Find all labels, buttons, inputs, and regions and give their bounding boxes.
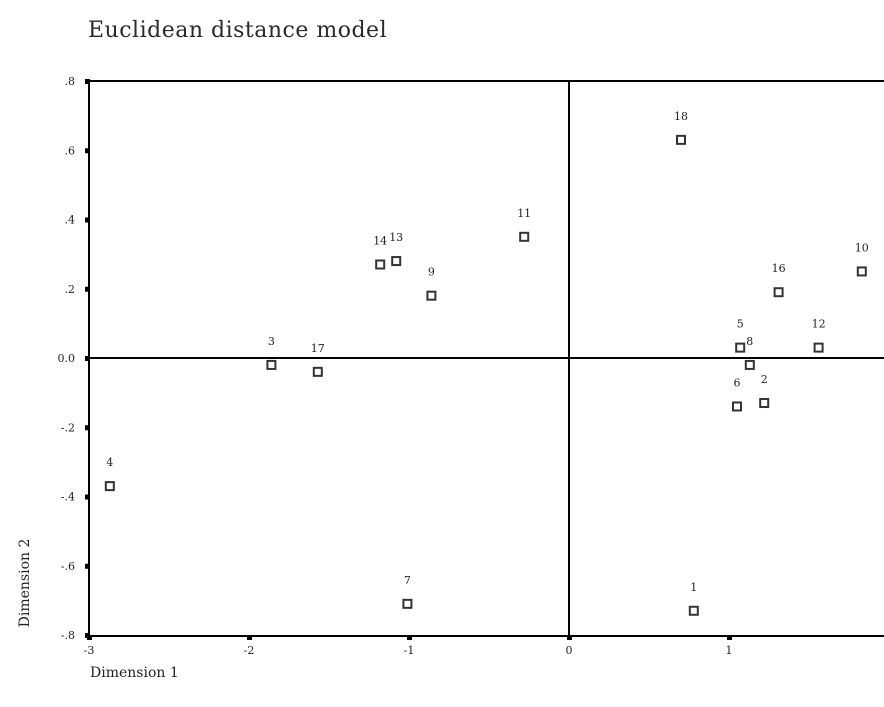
y-tick-label: -.4 [61,491,75,504]
x-axis-label: Dimension 1 [90,665,179,681]
data-point-marker [104,481,115,492]
data-point-label: 13 [389,231,403,244]
data-point-marker [744,359,755,370]
y-axis-label: Dimension 2 [17,538,33,628]
data-point-marker [266,359,277,370]
y-tick-label: .2 [65,283,76,296]
y-tick-mark [85,356,90,361]
data-point-marker [519,231,530,242]
data-point-label: 1 [690,581,697,594]
y-tick-mark [85,425,90,431]
data-point-label: 11 [517,207,531,220]
data-point-label: 4 [106,456,113,469]
data-point-marker [735,342,746,353]
chart-title: Euclidean distance model [88,18,388,43]
x-tick-mark [87,635,92,640]
y-tick-mark [85,494,90,500]
data-point-marker [375,259,386,270]
data-point-label: 17 [311,342,325,355]
data-point-label: 9 [428,266,435,279]
y-tick-label: -.8 [61,629,75,642]
x-tick-label: 0 [566,644,573,657]
data-point-marker [312,366,323,377]
data-point-marker [676,134,686,145]
data-point-marker [732,401,742,412]
data-point-label: 2 [761,373,768,386]
y-tick-mark [85,79,90,84]
data-point-marker [773,287,784,298]
data-point-marker [759,398,770,409]
data-point-label: 10 [855,241,869,254]
x-tick-label: -2 [244,644,255,657]
y-tick-mark [85,148,90,154]
y-tick-label: .6 [65,144,76,157]
data-point-label: 12 [812,318,826,331]
y-tick-mark [85,217,90,223]
data-point-label: 3 [268,335,275,348]
y-tick-label: -.2 [61,421,75,434]
y-tick-mark [85,563,90,569]
data-point-marker [856,266,867,277]
data-point-label: 14 [373,235,387,248]
data-point-marker [402,598,413,609]
data-point-marker [813,342,824,353]
data-point-label: 8 [746,335,753,348]
data-point-marker [688,605,699,616]
data-point-marker [426,290,437,301]
data-point-label: 6 [734,376,741,389]
data-point-label: 5 [737,318,744,331]
data-point-label: 18 [674,110,688,123]
x-tick-label: -3 [84,644,95,657]
y-tick-mark [85,286,90,292]
data-point-label: 7 [404,574,411,587]
y-tick-label: -.6 [61,560,75,573]
x-tick-mark [247,635,252,640]
x-tick-mark [407,635,412,640]
y-tick-label: 0.0 [58,352,76,365]
x-tick-mark [567,635,572,640]
x-tick-mark [727,635,732,640]
x-tick-label: -1 [404,644,415,657]
data-point-label: 16 [772,262,786,275]
x-tick-label: 1 [726,644,733,657]
y-tick-label: .4 [65,214,76,227]
y-tick-label: .8 [65,75,76,88]
data-point-marker [391,256,402,267]
